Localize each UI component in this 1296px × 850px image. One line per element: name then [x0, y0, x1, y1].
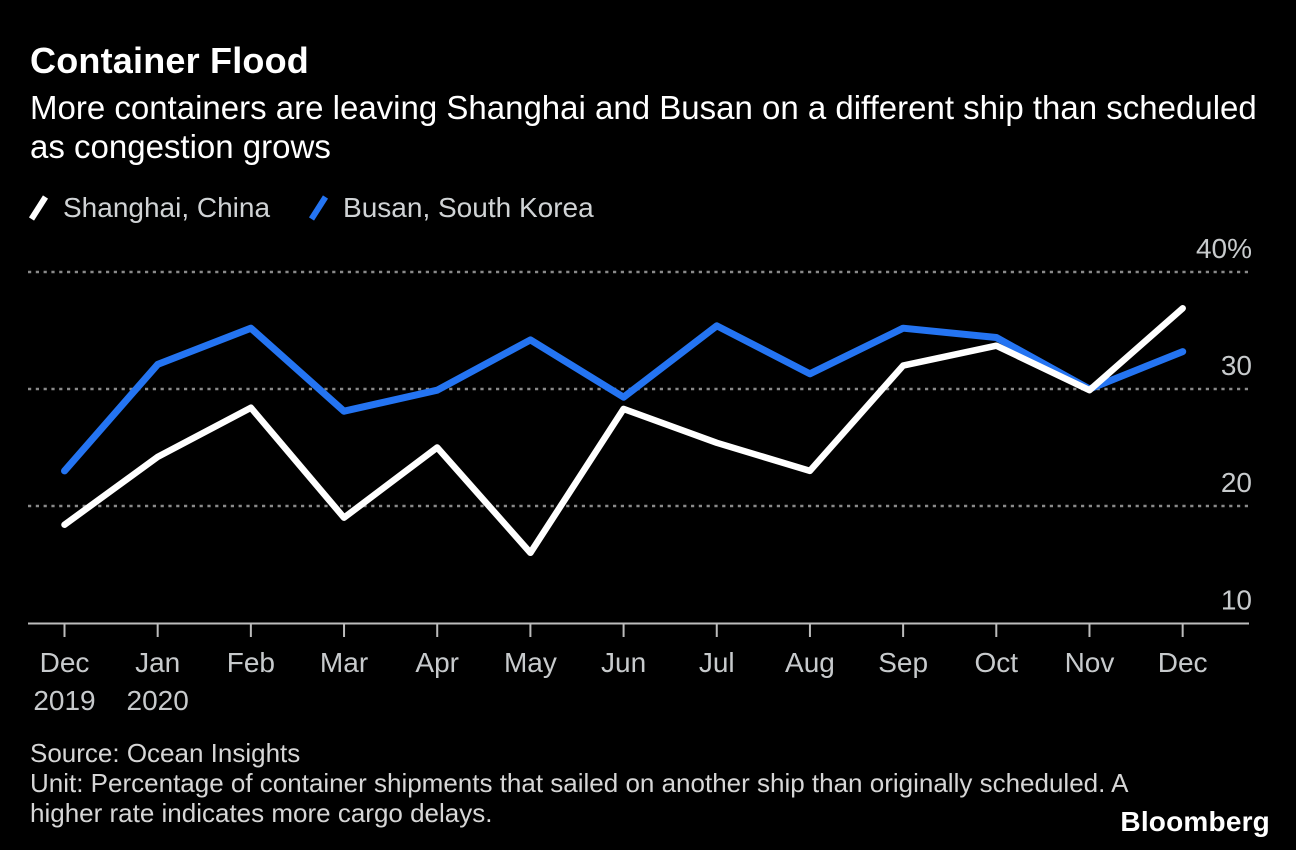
legend-label-shanghai: Shanghai, China [63, 192, 271, 223]
legend: Shanghai, China Busan, South Korea [28, 192, 594, 224]
busan-line-swatch-icon [309, 195, 329, 221]
x-axis-label-11: Nov [1065, 647, 1115, 678]
x-axis-label-8: Aug [785, 647, 835, 678]
x-axis-label-10: Oct [975, 647, 1019, 678]
y-axis-label-20: 20 [1221, 467, 1252, 498]
source-note: Source: Ocean Insights [30, 738, 301, 768]
x-axis-label-0: Dec [40, 647, 90, 678]
chart-subtitle: More containers are leaving Shanghai and… [30, 89, 1257, 165]
bloomberg-logo: Bloomberg [1120, 806, 1270, 837]
shanghai-line-swatch-icon [28, 195, 49, 221]
x-axis-year-label-0: 2019 [33, 685, 95, 716]
series-line-shanghai-china [61, 305, 1186, 557]
x-axis-label-3: Mar [320, 647, 368, 678]
y-axis-label-30: 30 [1221, 350, 1252, 381]
x-axis-label-9: Sep [878, 647, 928, 678]
page-title: Container Flood [30, 40, 309, 81]
x-axis-label-12: Dec [1158, 647, 1208, 678]
y-axis-label-10: 10 [1221, 585, 1252, 616]
series-line-busan-south-korea [61, 322, 1187, 475]
y-axis-label-40: 40% [1196, 233, 1252, 264]
x-axis-label-1: Jan [135, 647, 180, 678]
legend-item-busan: Busan, South Korea [308, 192, 594, 224]
x-axis-label-6: Jun [601, 647, 646, 678]
x-axis-year-label-1: 2020 [127, 685, 189, 716]
unit-note: Unit: Percentage of container shipments … [30, 768, 1128, 828]
x-axis-label-2: Feb [227, 647, 275, 678]
legend-label-busan: Busan, South Korea [343, 192, 594, 223]
x-axis-label-5: May [504, 647, 557, 678]
footer: Source: Ocean Insights Unit: Percentage … [30, 738, 1140, 828]
x-axis-label-4: Apr [415, 647, 459, 678]
x-axis-label-7: Jul [699, 647, 735, 678]
legend-item-shanghai: Shanghai, China [28, 192, 270, 224]
